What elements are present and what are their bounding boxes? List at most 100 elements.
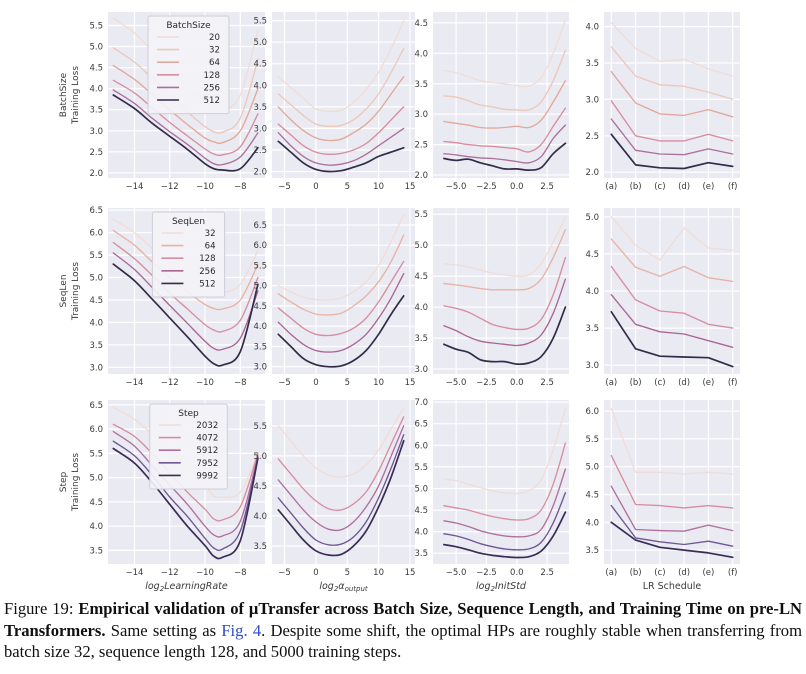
x-tick-label: −12 <box>161 182 179 192</box>
y-tick-label: 5.0 <box>89 474 103 484</box>
x-tick-label: −10 <box>196 378 214 388</box>
series-line-batchsize-initstd-20 <box>443 19 567 88</box>
y-tick-label: 4.0 <box>585 518 599 528</box>
plot-area-batchsize-initstd <box>433 12 569 178</box>
series-line-step-lr-schedule-5912 <box>610 485 734 532</box>
legend-label-512: 512 <box>199 279 215 289</box>
subplot-seqlen-initstd: 3.0 3.5 4.0 4.5 5.0 5.5 −5.0 −2.5 0.0 2.5 <box>414 208 569 388</box>
x-tick-label: −8 <box>234 568 247 578</box>
x-tick-label: 10 <box>373 378 384 388</box>
x-tick-label: (d) <box>678 568 690 578</box>
y-tick-label: 2.5 <box>414 141 428 151</box>
y-tick-label: 3.5 <box>585 324 599 334</box>
y-tick-label: 5.5 <box>585 435 599 445</box>
y-tick-label: 5.0 <box>414 241 428 251</box>
y-tick-label: 4.5 <box>89 498 103 508</box>
y-tick-label: 5.0 <box>253 452 267 462</box>
series-line-step-lr-7952 <box>112 440 259 552</box>
legend-label-64: 64 <box>209 58 220 68</box>
x-tick-label: (d) <box>678 378 690 388</box>
x-tick-label: (c) <box>654 568 665 578</box>
y-tick-label: 2.5 <box>253 146 267 156</box>
y-tick-label: 3.0 <box>414 110 428 120</box>
y-tick-label: 3.0 <box>585 95 599 105</box>
y-tick-label: 5.5 <box>253 262 267 272</box>
legend-label-7952: 7952 <box>196 459 218 469</box>
series-line-batchsize-lr-64 <box>112 64 259 145</box>
x-tick-label: (a) <box>605 182 617 192</box>
legend-label-4072: 4072 <box>196 434 218 444</box>
y-tick-label: 5.5 <box>253 17 267 27</box>
x-tick-label: −14 <box>126 378 144 388</box>
series-line-seqlen-lr-256 <box>112 252 259 351</box>
y-tick-label: 3.5 <box>414 334 428 344</box>
y-tick-label: 3.0 <box>89 127 103 137</box>
series-line-seqlen-lr-schedule-512 <box>610 310 734 368</box>
y-tick-label: 5.5 <box>89 22 103 32</box>
series-line-batchsize-lr-schedule-64 <box>610 71 734 118</box>
y-tick-label: 6.5 <box>89 401 103 411</box>
fig4-link[interactable]: Fig. 4 <box>221 620 262 640</box>
caption-prefix: Figure 19: <box>4 599 79 618</box>
y-tick-label: 4.5 <box>585 250 599 260</box>
y-tick-label: 3.5 <box>253 542 267 552</box>
series-line-batchsize-alpha-output-32 <box>277 47 405 128</box>
series-line-step-initstd-9992 <box>443 511 567 559</box>
series-line-seqlen-initstd-32 <box>443 216 567 277</box>
series-line-batchsize-lr-schedule-512 <box>610 133 734 170</box>
subplot-seqlen-lr-schedule: 3.0 3.5 4.0 4.5 5.0 (a) (b) (c) (d) (e) (f) <box>585 208 740 388</box>
y-tick-label: 6.0 <box>253 241 267 251</box>
series-line-seqlen-alpha-output-128 <box>277 260 405 337</box>
series-line-seqlen-lr-schedule-64 <box>610 238 734 283</box>
x-tick-label: (f) <box>728 378 738 388</box>
y-tick-label: 5.5 <box>414 463 428 473</box>
subplot-step-alpha-output: 3.5 4.0 4.5 5.0 5.5 −5 0 5 10 15 log2αoutput <box>253 400 415 593</box>
series-line-batchsize-initstd-128 <box>443 107 567 153</box>
x-tick-label: (e) <box>702 568 714 578</box>
x-tick-label: −8 <box>234 378 247 388</box>
series-line-step-alpha-output-2032 <box>277 407 405 478</box>
x-tick-label: −5.0 <box>446 378 467 388</box>
y-axis-title: Step <box>59 471 69 492</box>
y-tick-label: 6.0 <box>89 425 103 435</box>
y-tick-label: 6.5 <box>253 221 267 231</box>
y-tick-label: 5.5 <box>414 210 428 220</box>
series-line-batchsize-lr-schedule-128 <box>610 100 734 142</box>
y-tick-label: 2.5 <box>89 148 103 158</box>
series-line-batchsize-lr-128 <box>112 79 259 157</box>
y-tick-label: 2.0 <box>89 169 103 179</box>
y-axis-title: Training Loss <box>71 66 81 125</box>
x-tick-label: 2.5 <box>540 182 554 192</box>
legend-title: Step <box>178 409 199 419</box>
x-tick-label: −12 <box>161 378 179 388</box>
series-line-batchsize-initstd-256 <box>443 124 567 164</box>
x-axis-title: log2LearningRate <box>145 581 228 593</box>
plot-area-step-initstd <box>433 400 569 564</box>
y-tick-label: 2.5 <box>585 132 599 142</box>
y-tick-label: 5.5 <box>89 449 103 459</box>
x-tick-label: −5.0 <box>446 568 467 578</box>
y-tick-label: 6.5 <box>89 206 103 216</box>
x-tick-label: (b) <box>630 182 642 192</box>
legend-label-32: 32 <box>209 46 220 56</box>
series-line-seqlen-alpha-output-32 <box>277 214 405 301</box>
plot-area-step-lr-schedule <box>604 400 740 564</box>
series-line-seqlen-alpha-output-512 <box>277 295 405 368</box>
y-tick-label: 3.5 <box>89 341 103 351</box>
series-line-batchsize-initstd-32 <box>443 49 567 112</box>
y-axis-title: BatchSize <box>59 72 69 117</box>
series-line-seqlen-lr-128 <box>112 241 259 333</box>
series-line-seqlen-lr-schedule-128 <box>610 265 734 329</box>
x-tick-label: 0 <box>313 182 318 192</box>
y-tick-label: 3.5 <box>414 80 428 90</box>
y-tick-label: 2.0 <box>585 168 599 178</box>
caption-middle: Same setting as <box>105 620 222 640</box>
y-tick-label: 3.5 <box>89 106 103 116</box>
caption-bold-title: Empirical validation of μTransfer across… <box>4 599 802 640</box>
legend-title: BatchSize <box>166 21 211 31</box>
x-tick-label: (e) <box>702 378 714 388</box>
x-tick-label: 5 <box>345 378 350 388</box>
x-tick-label: −5 <box>278 378 291 388</box>
x-tick-label: 15 <box>405 568 416 578</box>
x-tick-label: 10 <box>373 182 384 192</box>
